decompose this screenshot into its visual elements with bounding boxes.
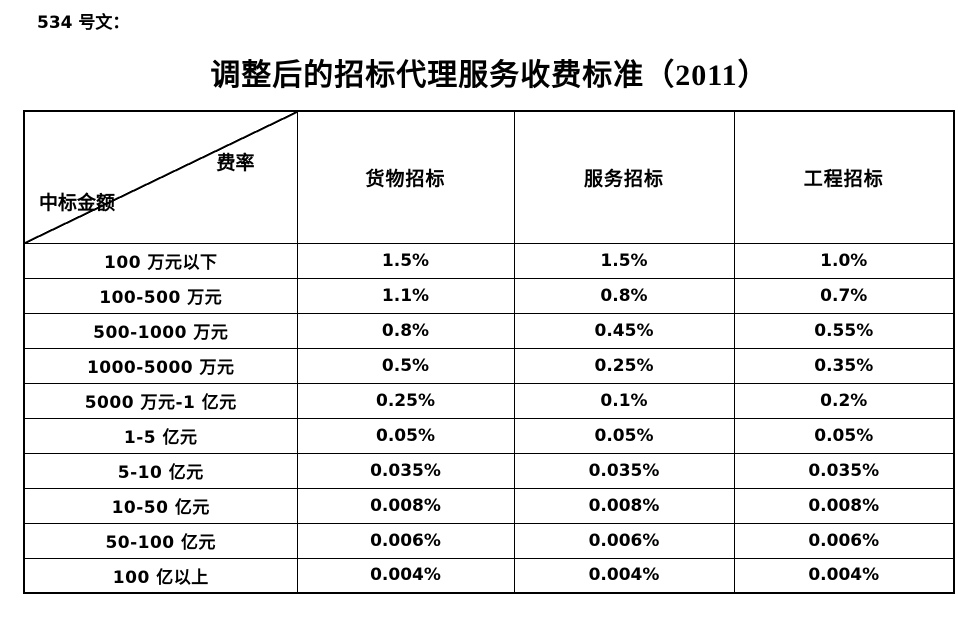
amount-range-label: 5000 万元-1 亿元 [23, 382, 298, 419]
rate-cell: 1.0% [733, 242, 955, 279]
rate-cell: 0.1% [513, 382, 735, 419]
table-row: 5-10 亿元 0.035% 0.035% 0.035% [23, 452, 955, 489]
rate-cell: 0.55% [733, 312, 955, 349]
amount-range-label: 1000-5000 万元 [23, 347, 298, 384]
amount-range-label: 50-100 亿元 [23, 522, 298, 559]
amount-range-label: 10-50 亿元 [23, 487, 298, 524]
table-row: 100-500 万元 1.1% 0.8% 0.7% [23, 277, 955, 314]
amount-range-label: 5-10 亿元 [23, 452, 298, 489]
table-row: 1000-5000 万元 0.5% 0.25% 0.35% [23, 347, 955, 384]
rate-cell: 0.006% [733, 522, 955, 559]
table-row: 500-1000 万元 0.8% 0.45% 0.55% [23, 312, 955, 349]
rate-cell: 1.5% [296, 242, 515, 279]
table-header-row: 费率 中标金额 货物招标 服务招标 工程招标 [23, 110, 955, 244]
rate-cell: 0.008% [733, 487, 955, 524]
rate-cell: 0.25% [513, 347, 735, 384]
table-row: 10-50 亿元 0.008% 0.008% 0.008% [23, 487, 955, 524]
rate-cell: 0.006% [296, 522, 515, 559]
table-row: 50-100 亿元 0.006% 0.006% 0.006% [23, 522, 955, 559]
rate-cell: 0.035% [733, 452, 955, 489]
rate-cell: 0.05% [513, 417, 735, 454]
rate-cell: 0.008% [513, 487, 735, 524]
table-row: 100 万元以下 1.5% 1.5% 1.0% [23, 242, 955, 279]
table-row: 1-5 亿元 0.05% 0.05% 0.05% [23, 417, 955, 454]
corner-label-amount: 中标金额 [39, 192, 116, 214]
table-row: 5000 万元-1 亿元 0.25% 0.1% 0.2% [23, 382, 955, 419]
rate-cell: 0.035% [296, 452, 515, 489]
document-reference: 534 号文： [37, 13, 130, 33]
amount-range-label: 500-1000 万元 [23, 312, 298, 349]
rate-cell: 0.5% [296, 347, 515, 384]
corner-header-cell: 费率 中标金额 [23, 110, 298, 244]
amount-range-label: 1-5 亿元 [23, 417, 298, 454]
rate-cell: 0.004% [733, 557, 955, 594]
rate-cell: 0.45% [513, 312, 735, 349]
rate-cell: 0.004% [296, 557, 515, 594]
column-header-goods: 货物招标 [296, 110, 515, 244]
rate-cell: 0.05% [733, 417, 955, 454]
amount-range-label: 100 亿以上 [23, 557, 298, 594]
rate-cell: 0.2% [733, 382, 955, 419]
rate-cell: 0.8% [296, 312, 515, 349]
rate-cell: 1.1% [296, 277, 515, 314]
rate-cell: 0.7% [733, 277, 955, 314]
fee-standards-table: 费率 中标金额 货物招标 服务招标 工程招标 100 万元以下 1.5% 1.5… [23, 110, 955, 594]
rate-cell: 0.006% [513, 522, 735, 559]
page-title: 调整后的招标代理服务收费标准（2011） [210, 59, 769, 92]
rate-cell: 0.05% [296, 417, 515, 454]
rate-cell: 0.35% [733, 347, 955, 384]
column-header-service: 服务招标 [513, 110, 735, 244]
rate-cell: 0.035% [513, 452, 735, 489]
table-row: 100 亿以上 0.004% 0.004% 0.004% [23, 557, 955, 594]
rate-cell: 0.004% [513, 557, 735, 594]
column-header-engineering: 工程招标 [733, 110, 955, 244]
amount-range-label: 100-500 万元 [23, 277, 298, 314]
rate-cell: 0.25% [296, 382, 515, 419]
rate-cell: 0.008% [296, 487, 515, 524]
corner-label-rate: 费率 [216, 153, 255, 174]
rate-cell: 1.5% [513, 242, 735, 279]
amount-range-label: 100 万元以下 [23, 242, 298, 279]
rate-cell: 0.8% [513, 277, 735, 314]
